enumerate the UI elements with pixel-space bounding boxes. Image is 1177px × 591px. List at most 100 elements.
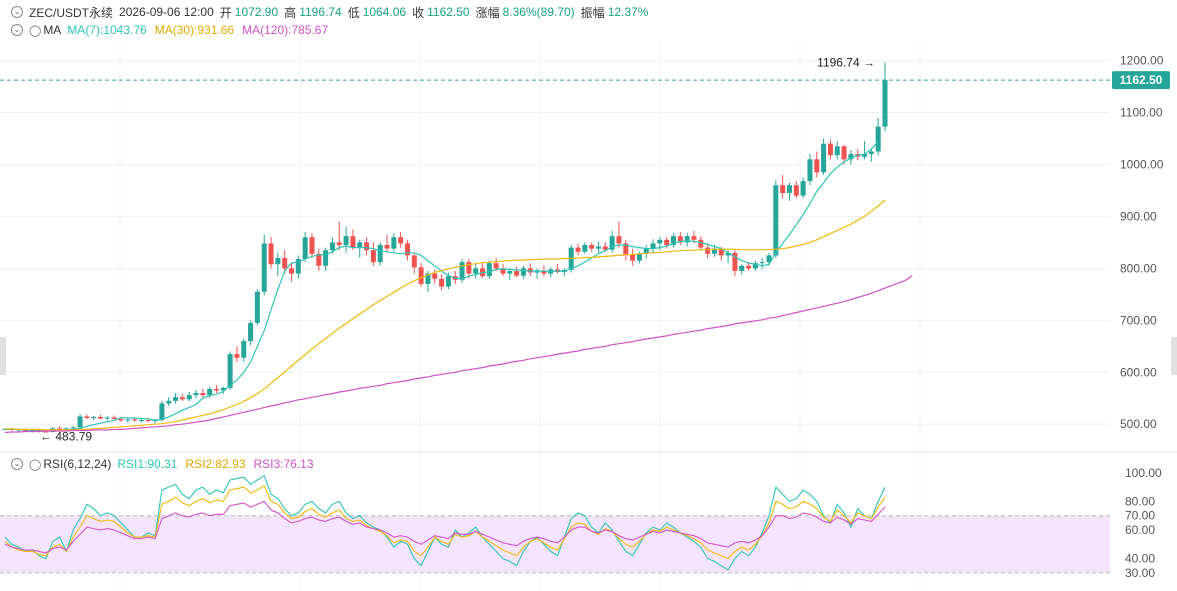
ma30-legend: MA(30):931.66 bbox=[154, 23, 235, 37]
candle-body bbox=[595, 246, 601, 249]
ma-legend: ⌄ ◯ MA MA(7):1043.76 MA(30):931.66 MA(12… bbox=[0, 21, 328, 39]
candle-body bbox=[91, 416, 97, 418]
low-value: 1064.06 bbox=[362, 5, 407, 19]
candle-body bbox=[125, 419, 131, 421]
candle-body bbox=[711, 248, 717, 254]
change-value: 8.36%(89.70) bbox=[502, 5, 575, 19]
high-key: 高 bbox=[284, 5, 297, 20]
candle-body bbox=[316, 253, 322, 266]
ma-title[interactable]: MA bbox=[43, 23, 62, 37]
close-value: 1162.50 bbox=[427, 5, 470, 19]
price-tick-label: 1200.00 bbox=[1120, 54, 1164, 68]
candle-body bbox=[848, 154, 854, 160]
candle-body bbox=[650, 243, 656, 249]
candle-body bbox=[575, 247, 581, 252]
candle-body bbox=[514, 270, 520, 276]
candle-body bbox=[507, 270, 513, 274]
left-scroll-handle[interactable] bbox=[0, 337, 6, 375]
price-tick-label: 600.00 bbox=[1120, 365, 1157, 379]
candle-body bbox=[391, 237, 397, 249]
candle-body bbox=[377, 245, 383, 263]
candle-body bbox=[739, 265, 745, 271]
candle-body bbox=[814, 159, 820, 173]
candle-body bbox=[821, 143, 827, 173]
candle-body bbox=[643, 248, 649, 254]
candle-body bbox=[357, 242, 363, 248]
candle-body bbox=[200, 393, 206, 396]
candle-body bbox=[698, 239, 704, 248]
candle-body bbox=[173, 397, 179, 401]
right-scroll-handle[interactable] bbox=[1171, 337, 1177, 375]
rsi-band bbox=[0, 515, 1110, 573]
low-key: 低 bbox=[347, 5, 360, 20]
chevron-down-icon[interactable]: ⌄ bbox=[11, 6, 23, 18]
candle-body bbox=[630, 254, 636, 261]
symbol-label[interactable]: ZEC/USDT永续 bbox=[29, 5, 114, 20]
candle-body bbox=[439, 278, 445, 287]
candle-body bbox=[193, 393, 199, 396]
candle-body bbox=[254, 291, 260, 323]
rsi-line-rsi1 bbox=[4, 474, 886, 571]
price-tick-label: 500.00 bbox=[1120, 417, 1157, 431]
candle-body bbox=[520, 268, 526, 276]
price-tick-label: 1100.00 bbox=[1120, 106, 1163, 120]
candle-body bbox=[145, 420, 151, 422]
open-key: 开 bbox=[219, 5, 232, 20]
datetime-label: 2026-09-06 12:00 bbox=[119, 5, 214, 19]
candle-body bbox=[541, 270, 547, 274]
candle-body bbox=[664, 239, 670, 245]
close-key: 收 bbox=[412, 5, 425, 20]
rsi-tick-label: 80.00 bbox=[1125, 494, 1155, 508]
candle-body bbox=[609, 236, 615, 250]
candle-body bbox=[98, 416, 104, 419]
candle-body bbox=[875, 126, 881, 152]
candle-body bbox=[350, 236, 356, 248]
candle-body bbox=[786, 185, 792, 194]
rsi-line-rsi3 bbox=[4, 500, 886, 554]
candle-body bbox=[248, 322, 254, 342]
candle-body bbox=[827, 143, 833, 156]
candle-body bbox=[582, 245, 588, 252]
chevron-down-icon[interactable]: ⌄ bbox=[11, 24, 23, 36]
candle-body bbox=[179, 397, 185, 400]
candle-body bbox=[207, 388, 213, 396]
candle-body bbox=[746, 265, 752, 269]
candle-body bbox=[268, 243, 274, 265]
rsi-tick-label: 100.00 bbox=[1125, 466, 1162, 480]
rsi-title[interactable]: RSI(6,12,24) bbox=[43, 457, 112, 471]
rsi-tick-label: 70.00 bbox=[1125, 509, 1155, 523]
candle-body bbox=[466, 262, 472, 274]
amplitude-value: 12.37% bbox=[607, 5, 649, 19]
candle-body bbox=[725, 252, 731, 256]
candle-body bbox=[329, 242, 335, 251]
candle-body bbox=[486, 263, 492, 277]
ma-line-ma30 bbox=[5, 199, 886, 431]
bell-icon[interactable]: ◯ bbox=[29, 458, 42, 471]
candle-body bbox=[766, 255, 772, 263]
candle-body bbox=[275, 257, 281, 265]
candle-body bbox=[780, 185, 786, 194]
candle-body bbox=[336, 242, 342, 245]
ma-line-ma120 bbox=[4, 275, 913, 434]
candle-body bbox=[43, 431, 49, 433]
candle-body bbox=[684, 236, 690, 243]
candle-body bbox=[834, 146, 840, 156]
bell-icon[interactable]: ◯ bbox=[29, 24, 42, 37]
chevron-down-icon[interactable]: ⌄ bbox=[11, 458, 23, 470]
candle-body bbox=[70, 427, 76, 429]
candle-body bbox=[691, 236, 697, 240]
ohlc-header: ⌄ ZEC/USDT永续 2026-09-06 12:00 开 1072.90 … bbox=[0, 3, 654, 21]
candle-body bbox=[84, 416, 90, 418]
candle-body bbox=[261, 243, 267, 292]
rsi3-legend: RSI3:76.13 bbox=[253, 457, 314, 471]
open-value: 1072.90 bbox=[234, 5, 279, 19]
candle-body bbox=[841, 146, 847, 160]
candle-body bbox=[500, 268, 506, 274]
candle-body bbox=[77, 416, 83, 428]
candle-body bbox=[759, 262, 765, 264]
candle-body bbox=[432, 273, 438, 279]
ma7-legend: MA(7):1043.76 bbox=[67, 23, 147, 37]
amplitude-key: 振幅 bbox=[580, 5, 605, 20]
rsi-legend: ⌄ ◯ RSI(6,12,24) RSI1:90.31 RSI2:82.93 R… bbox=[0, 455, 314, 473]
